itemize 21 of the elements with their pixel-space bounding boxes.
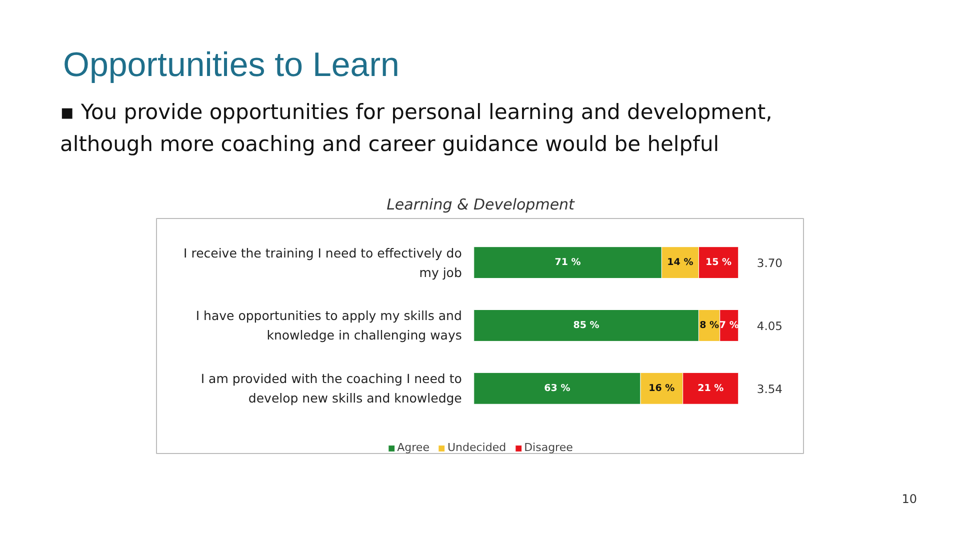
legend-label: Disagree xyxy=(524,441,573,454)
text: 10 xyxy=(902,491,917,508)
data-label: 71 % xyxy=(554,257,582,268)
data-label: 16 % xyxy=(648,382,676,394)
text: 3.70 xyxy=(756,256,782,270)
data-label: 14 % xyxy=(667,257,694,268)
text: 4.05 xyxy=(756,318,782,333)
chart-subtitle: ▪ You provide opportunities for personal learning and development, although more coaching and career guidance would be helpful xyxy=(60,99,774,158)
text: 3.54 xyxy=(756,382,782,396)
y-tick-label: I am provided with the coaching I need to develop new skills and knowledge xyxy=(200,371,462,406)
data-label: 21 % xyxy=(698,382,724,394)
data-label: 85 % xyxy=(573,320,600,331)
y-tick-label: I have opportunities to apply my skills and knowledge in challenging ways xyxy=(196,308,462,343)
text: Learning & Development xyxy=(386,196,576,214)
legend-label: Agree xyxy=(397,441,430,454)
chart-title: Opportunities to Learn xyxy=(63,45,400,86)
y-tick-label: I receive the training I need to effectively do my job xyxy=(184,245,462,280)
data-label: 15 % xyxy=(706,257,732,268)
data-label: 8 % xyxy=(700,320,720,331)
data-label: 63 % xyxy=(544,382,571,394)
legend-label: Undecided xyxy=(447,441,506,454)
